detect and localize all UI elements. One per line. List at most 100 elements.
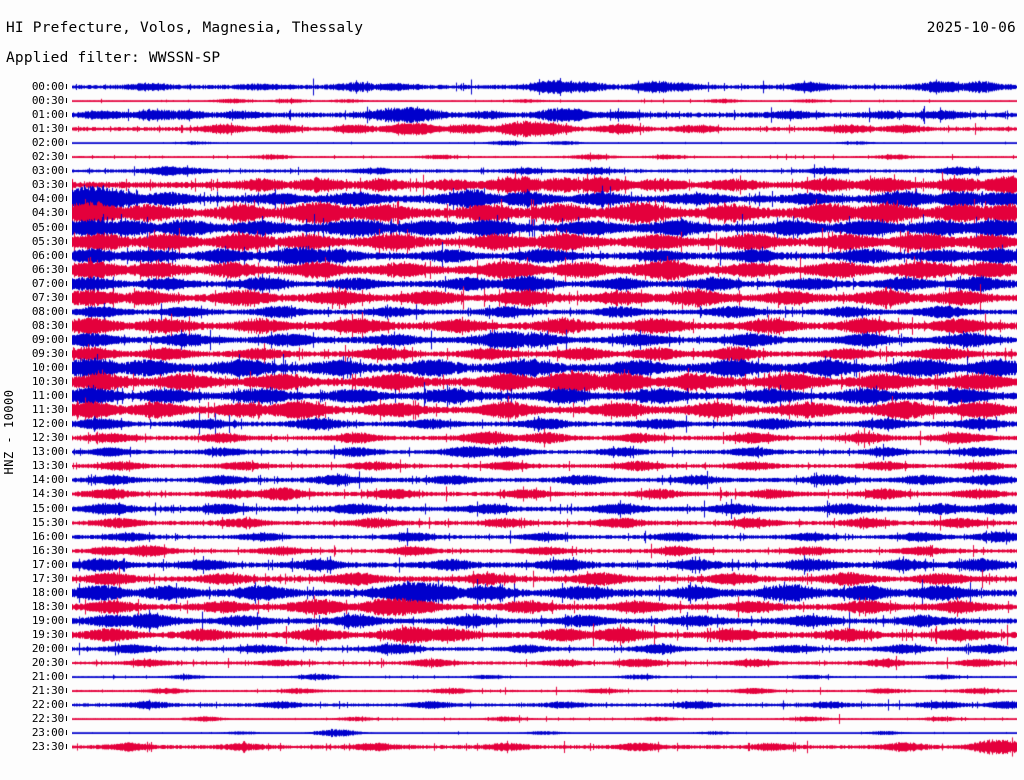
axis-tick [66,491,67,497]
trace-time-label: 19:00 [31,613,64,627]
trace-time-label: 21:30 [31,684,64,698]
trace-time-label: 10:00 [31,361,64,374]
trace-time-label: 23:30 [31,740,64,754]
axis-tick [66,154,67,160]
trace-row: 14:30 [0,487,1024,502]
trace-row: 18:00 [0,586,1024,601]
trace-row: 15:30 [0,516,1024,531]
axis-tick [66,547,67,553]
trace-time-label: 13:00 [31,445,64,459]
trace-time-label: 05:30 [31,234,64,248]
trace-time-label: 02:30 [31,150,64,164]
trace-row: 17:00 [0,558,1024,573]
trace-time-label: 09:30 [31,346,64,360]
trace-time-label: 18:00 [31,585,64,599]
axis-tick [66,112,67,118]
axis-tick [66,674,67,680]
trace-time-label: 22:30 [31,712,64,726]
trace-time-label: 18:30 [31,599,64,613]
axis-tick [66,294,67,300]
trace-time-label: 13:30 [31,459,64,473]
trace-time-label: 17:30 [31,571,64,585]
axis-tick [66,379,67,385]
axis-tick [66,660,67,666]
axis-tick [66,589,67,595]
axis-tick [66,519,67,525]
trace-time-label: 00:30 [31,94,64,108]
axis-tick [66,210,67,216]
trace-row: 14:00 [0,473,1024,488]
trace-row: 20:00 [0,642,1024,657]
trace-row: 16:00 [0,530,1024,545]
trace-row: 02:00 [0,136,1024,151]
axis-tick [66,716,67,722]
trace-time-label: 00:00 [31,80,64,93]
trace-time-label: 07:00 [31,276,64,290]
trace-time-label: 03:00 [31,164,64,178]
axis-tick [66,744,67,750]
trace-row: 01:30 [0,122,1024,137]
axis-tick [66,533,67,539]
axis-tick [66,702,67,708]
trace-row: 19:00 [0,614,1024,629]
trace-row: 17:30 [0,572,1024,587]
axis-tick [66,646,67,651]
trace-row: 22:30 [0,712,1024,727]
axis-tick [66,730,67,736]
axis-tick [66,196,67,202]
axis-tick [66,617,67,623]
trace-row: 05:00 [0,221,1024,236]
trace-time-label: 15:00 [31,501,64,515]
axis-tick [66,252,67,258]
trace-time-label: 12:30 [31,431,64,445]
trace-row: 12:00 [0,417,1024,432]
axis-tick [66,238,67,244]
trace-row: 06:30 [0,263,1024,278]
helicorder-plot: 00:00 00:30 01:00 01:30 02:00 02:30 03:00 03:30… [0,72,1024,778]
trace-time-label: 10:30 [31,375,64,389]
trace-row: 16:30 [0,544,1024,559]
trace-time-label: 14:30 [31,487,64,501]
trace-time-label: 11:00 [31,389,64,403]
trace-row: 09:30 [0,347,1024,362]
trace-row: 01:00 [0,108,1024,123]
trace-time-label: 15:30 [31,515,64,529]
axis-tick [66,407,67,413]
trace-row: 03:00 [0,164,1024,179]
trace-time-label: 20:00 [31,642,64,655]
trace-row: 07:00 [0,277,1024,292]
trace-time-label: 14:00 [31,473,64,487]
trace-time-label: 17:00 [31,557,64,571]
axis-tick [66,365,67,370]
trace-row: 08:00 [0,305,1024,320]
trace-time-label: 23:00 [31,726,64,740]
record-date: 2025-10-06 [926,20,1016,36]
trace-time-label: 11:30 [31,403,64,417]
trace-row: 15:00 [0,502,1024,517]
axis-tick [66,393,67,399]
axis-tick [66,631,67,637]
trace-row: 12:30 [0,431,1024,446]
trace-row: 10:30 [0,375,1024,390]
trace-row: 11:00 [0,389,1024,404]
trace-row: 04:30 [0,206,1024,221]
trace-time-label: 06:30 [31,262,64,276]
trace-time-label: 06:00 [31,248,64,262]
trace-time-label: 08:00 [31,304,64,318]
axis-tick [66,84,67,89]
axis-tick [66,350,67,356]
axis-tick [66,449,67,455]
trace-row: 08:30 [0,319,1024,334]
trace-time-label: 03:30 [31,178,64,192]
trace-row: 03:30 [0,178,1024,193]
trace-time-label: 22:00 [31,698,64,712]
trace-row: 23:30 [0,740,1024,755]
axis-tick [66,575,67,581]
axis-tick [66,435,67,441]
axis-tick [66,280,67,286]
trace-row: 06:00 [0,249,1024,264]
axis-tick [66,308,67,314]
trace-row: 22:00 [0,698,1024,713]
seismic-trace [72,732,1017,763]
trace-row: 13:00 [0,445,1024,460]
